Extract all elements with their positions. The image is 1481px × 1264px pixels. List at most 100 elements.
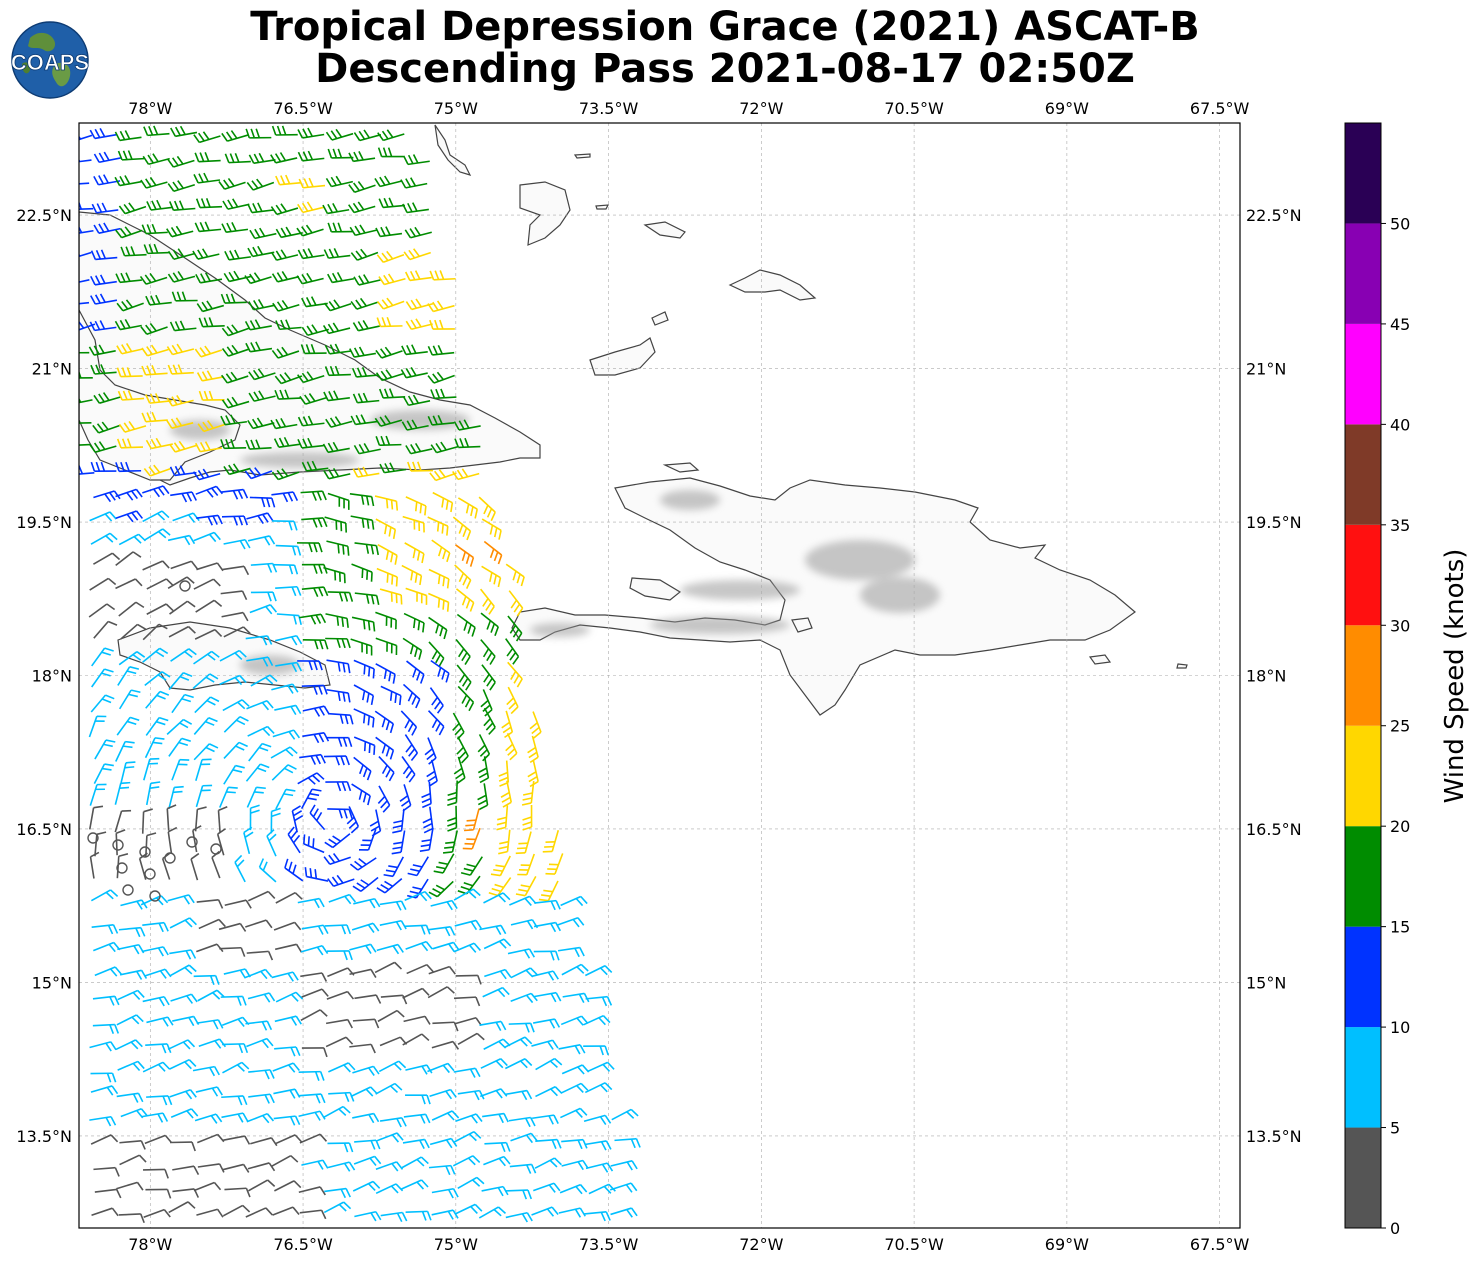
wind-barb bbox=[351, 563, 373, 582]
wind-barb bbox=[198, 390, 225, 401]
wind-barb bbox=[274, 1015, 302, 1026]
wind-barb bbox=[326, 688, 351, 703]
wind-barb bbox=[404, 270, 432, 282]
lon-tick-label: 70.5°W bbox=[884, 99, 944, 118]
wind-barb bbox=[197, 420, 225, 433]
wind-barb bbox=[427, 300, 455, 313]
wind-barb bbox=[93, 620, 118, 639]
wind-barb bbox=[422, 806, 434, 834]
wind-barb bbox=[583, 1114, 612, 1126]
wind-barb bbox=[141, 946, 169, 957]
wind-barb bbox=[169, 440, 197, 453]
wind-barb bbox=[326, 990, 355, 1000]
wind-barb bbox=[326, 659, 351, 674]
wind-barb bbox=[531, 970, 559, 981]
wind-barb bbox=[192, 468, 221, 481]
calm-wind-circle bbox=[116, 862, 128, 874]
wind-barb bbox=[507, 615, 523, 642]
wind-barb bbox=[610, 1207, 638, 1218]
lon-tick-label: 76.5°W bbox=[273, 1235, 333, 1254]
wind-barb bbox=[402, 637, 423, 660]
wind-barb bbox=[323, 853, 351, 866]
wind-barb bbox=[194, 345, 223, 358]
wind-barb bbox=[348, 180, 376, 193]
wind-barb bbox=[375, 663, 396, 684]
calm-wind-circle bbox=[87, 832, 99, 844]
colorbar-tick-label: 15 bbox=[1390, 918, 1410, 937]
wind-barb bbox=[400, 366, 428, 379]
wind-barb bbox=[402, 154, 430, 166]
islet-2 bbox=[595, 204, 610, 210]
wind-barb bbox=[166, 394, 194, 407]
wind-barb bbox=[531, 1206, 559, 1217]
wind-barb bbox=[351, 616, 376, 632]
wind-barb bbox=[405, 1210, 432, 1221]
wind-barb bbox=[271, 764, 297, 781]
wind-barb bbox=[433, 853, 455, 874]
wind-barb bbox=[432, 491, 454, 513]
wind-barb bbox=[324, 516, 348, 533]
wind-barb bbox=[88, 603, 116, 618]
wind-barb bbox=[507, 948, 536, 959]
wind-barb bbox=[561, 1159, 589, 1171]
wind-barb bbox=[219, 786, 238, 808]
wind-barb bbox=[248, 152, 276, 165]
wind-barb bbox=[353, 129, 382, 142]
wind-barb bbox=[116, 853, 129, 879]
wind-barb bbox=[167, 894, 195, 905]
wind-barb bbox=[531, 1039, 559, 1050]
wind-barb bbox=[375, 1183, 404, 1195]
wind-barb bbox=[482, 986, 510, 998]
wind-barb bbox=[455, 588, 475, 612]
wind-barb bbox=[527, 735, 539, 764]
wind-barb bbox=[224, 249, 251, 261]
wind-barb bbox=[287, 826, 301, 854]
wind-barb bbox=[327, 1161, 356, 1172]
wind-barb bbox=[348, 201, 376, 214]
wind-barb bbox=[375, 1082, 403, 1095]
wind-barb bbox=[350, 248, 379, 261]
wind-barb bbox=[327, 591, 354, 602]
wind-barb bbox=[195, 758, 212, 781]
wind-barb bbox=[246, 656, 274, 667]
wind-barb bbox=[167, 271, 196, 283]
wind-barb bbox=[403, 1113, 431, 1124]
wind-barb bbox=[426, 759, 438, 787]
calm-wind-circle bbox=[139, 846, 151, 858]
wind-barb bbox=[326, 736, 353, 747]
wind-barb bbox=[195, 272, 223, 284]
wind-barb bbox=[522, 804, 533, 831]
wind-barb bbox=[350, 297, 378, 310]
wind-barb bbox=[190, 852, 200, 881]
colorbar-frame bbox=[1344, 122, 1382, 1229]
wind-barb bbox=[379, 588, 403, 605]
wind-barb bbox=[453, 756, 466, 785]
wind-barb bbox=[404, 924, 431, 935]
wind-barb bbox=[349, 224, 377, 237]
wind-barb bbox=[429, 1088, 457, 1100]
wind-barb bbox=[274, 372, 303, 385]
colorbar-bin bbox=[1345, 424, 1381, 525]
wind-barb bbox=[374, 961, 403, 974]
wind-barb bbox=[296, 272, 324, 285]
calm-wind-circle bbox=[164, 852, 176, 864]
wind-barb bbox=[432, 941, 460, 953]
wind-barb bbox=[431, 539, 451, 563]
wind-barb bbox=[456, 664, 472, 691]
wind-barb bbox=[428, 568, 450, 589]
wind-barb bbox=[93, 552, 121, 565]
wind-barb bbox=[324, 833, 351, 849]
wind-barb bbox=[402, 683, 421, 709]
wind-barb bbox=[504, 1058, 533, 1070]
wind-barb bbox=[405, 1094, 431, 1105]
wind-barb bbox=[193, 743, 219, 761]
wind-barb bbox=[428, 616, 448, 640]
wind-barb bbox=[324, 1187, 351, 1199]
wind-barb bbox=[457, 1089, 485, 1101]
wind-barb bbox=[377, 147, 404, 158]
wind-barb bbox=[402, 202, 429, 214]
wind-barb bbox=[88, 344, 116, 356]
wind-barb bbox=[562, 992, 590, 1003]
wind-barb bbox=[455, 639, 471, 665]
wind-barb bbox=[195, 198, 223, 209]
